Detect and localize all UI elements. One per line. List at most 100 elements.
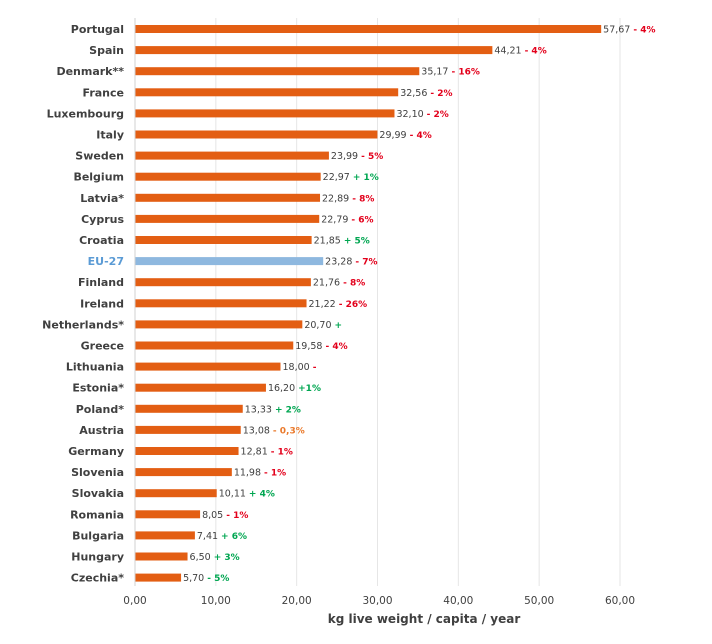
x-axis-title: kg live weight / capita / year xyxy=(328,612,521,626)
change-label: - 2% xyxy=(430,89,452,99)
value-label: 19,58 xyxy=(295,341,322,352)
bar xyxy=(135,109,395,118)
bar xyxy=(135,425,241,434)
bar xyxy=(135,447,239,455)
bar xyxy=(135,404,243,413)
value-label: 11,98 xyxy=(234,468,261,479)
bar xyxy=(135,320,303,329)
category-label: Netherlands* xyxy=(42,318,124,331)
category-label: Ireland xyxy=(80,297,124,310)
value-label: 22,89 xyxy=(322,193,349,204)
change-label: - 7% xyxy=(355,258,377,268)
value-label: 23,28 xyxy=(325,257,352,268)
change-label: - 6% xyxy=(351,215,373,225)
category-label: Estonia* xyxy=(72,382,124,395)
value-label: 29,99 xyxy=(379,130,406,141)
change-label: - 1% xyxy=(226,511,248,521)
value-label: 13,33 xyxy=(245,404,272,415)
bar xyxy=(135,46,493,55)
category-label: Slovenia xyxy=(71,466,124,479)
change-label: - 1% xyxy=(264,469,286,479)
value-label: 44,21 xyxy=(494,46,521,57)
category-label: Hungary xyxy=(71,551,124,564)
bars xyxy=(135,25,602,582)
value-label: 21,76 xyxy=(313,278,340,289)
bar xyxy=(135,468,232,477)
change-label: - 26% xyxy=(339,300,367,310)
category-label: Lithuania xyxy=(66,361,124,374)
category-label: Sweden xyxy=(75,150,124,163)
change-label: - 4% xyxy=(633,26,655,36)
bar xyxy=(135,25,602,33)
category-label: Germany xyxy=(68,445,124,458)
value-label: 57,67 xyxy=(603,25,630,36)
bar xyxy=(135,278,311,287)
value-label: 32,10 xyxy=(396,109,423,120)
category-label: Latvia* xyxy=(80,192,124,205)
change-label: + 5% xyxy=(344,237,370,247)
category-label: Denmark** xyxy=(56,65,124,78)
category-label: Portugal xyxy=(71,23,124,36)
change-label: - 8% xyxy=(352,194,374,204)
bar xyxy=(135,531,195,540)
value-label: 8,05 xyxy=(202,510,223,521)
change-label: +1% xyxy=(298,384,321,394)
value-label: 16,20 xyxy=(268,383,295,394)
bar xyxy=(135,341,294,350)
category-label: Slovakia xyxy=(72,487,124,500)
change-label: - 4% xyxy=(325,342,347,352)
labels: Portugal 57,67- 4%Spain 44,21- 4%Denmark**… xyxy=(42,23,655,585)
bar xyxy=(135,489,217,498)
x-tick-label: 30,00 xyxy=(362,595,392,607)
value-label: 22,79 xyxy=(321,214,348,225)
x-tick-label: 50,00 xyxy=(524,595,554,607)
change-label: - 1% xyxy=(271,448,293,458)
value-label: 23,99 xyxy=(331,151,358,162)
category-label: France xyxy=(83,86,124,99)
value-label: 32,56 xyxy=(400,88,427,99)
change-label: - 5% xyxy=(361,152,383,162)
x-tick-label: 10,00 xyxy=(201,595,231,607)
category-label: Luxembourg xyxy=(47,107,124,120)
bar xyxy=(135,214,320,223)
bar xyxy=(135,88,399,97)
category-label: Poland* xyxy=(76,403,125,416)
bar xyxy=(135,362,281,371)
bar xyxy=(135,257,324,266)
category-label: Romania xyxy=(70,508,124,521)
change-label: + 4% xyxy=(249,490,275,500)
value-label: 18,00 xyxy=(283,362,310,373)
x-tick-label: 60,00 xyxy=(605,595,635,607)
value-label: 12,81 xyxy=(241,447,268,458)
change-label: - xyxy=(313,363,317,373)
value-label: 22,97 xyxy=(323,172,350,183)
change-label: - 0,3% xyxy=(273,426,305,436)
change-label: - 16% xyxy=(451,68,479,78)
x-tick-label: 0,00 xyxy=(123,595,146,607)
bar xyxy=(135,67,420,76)
value-label: 6,50 xyxy=(190,552,211,563)
change-label: + 3% xyxy=(214,553,240,563)
x-tick-label: 40,00 xyxy=(443,595,473,607)
category-label: Greece xyxy=(81,340,124,353)
bar xyxy=(135,151,329,160)
bar xyxy=(135,299,307,308)
change-label: - 2% xyxy=(427,110,449,120)
change-label: - 4% xyxy=(525,47,547,57)
category-label: Croatia xyxy=(79,234,124,247)
value-label: 5,70 xyxy=(183,573,204,584)
value-label: 35,17 xyxy=(421,67,448,78)
change-label: + xyxy=(335,321,343,331)
category-label: Italy xyxy=(96,129,124,142)
value-label: 20,70 xyxy=(304,320,331,331)
value-label: 7,41 xyxy=(197,531,218,542)
bar xyxy=(135,383,266,392)
bar xyxy=(135,510,201,519)
x-tick-label: 20,00 xyxy=(282,595,312,607)
bar xyxy=(135,172,321,181)
change-label: - 5% xyxy=(207,574,229,584)
bar xyxy=(135,130,378,139)
bar xyxy=(135,573,182,582)
change-label: + 6% xyxy=(221,532,247,542)
